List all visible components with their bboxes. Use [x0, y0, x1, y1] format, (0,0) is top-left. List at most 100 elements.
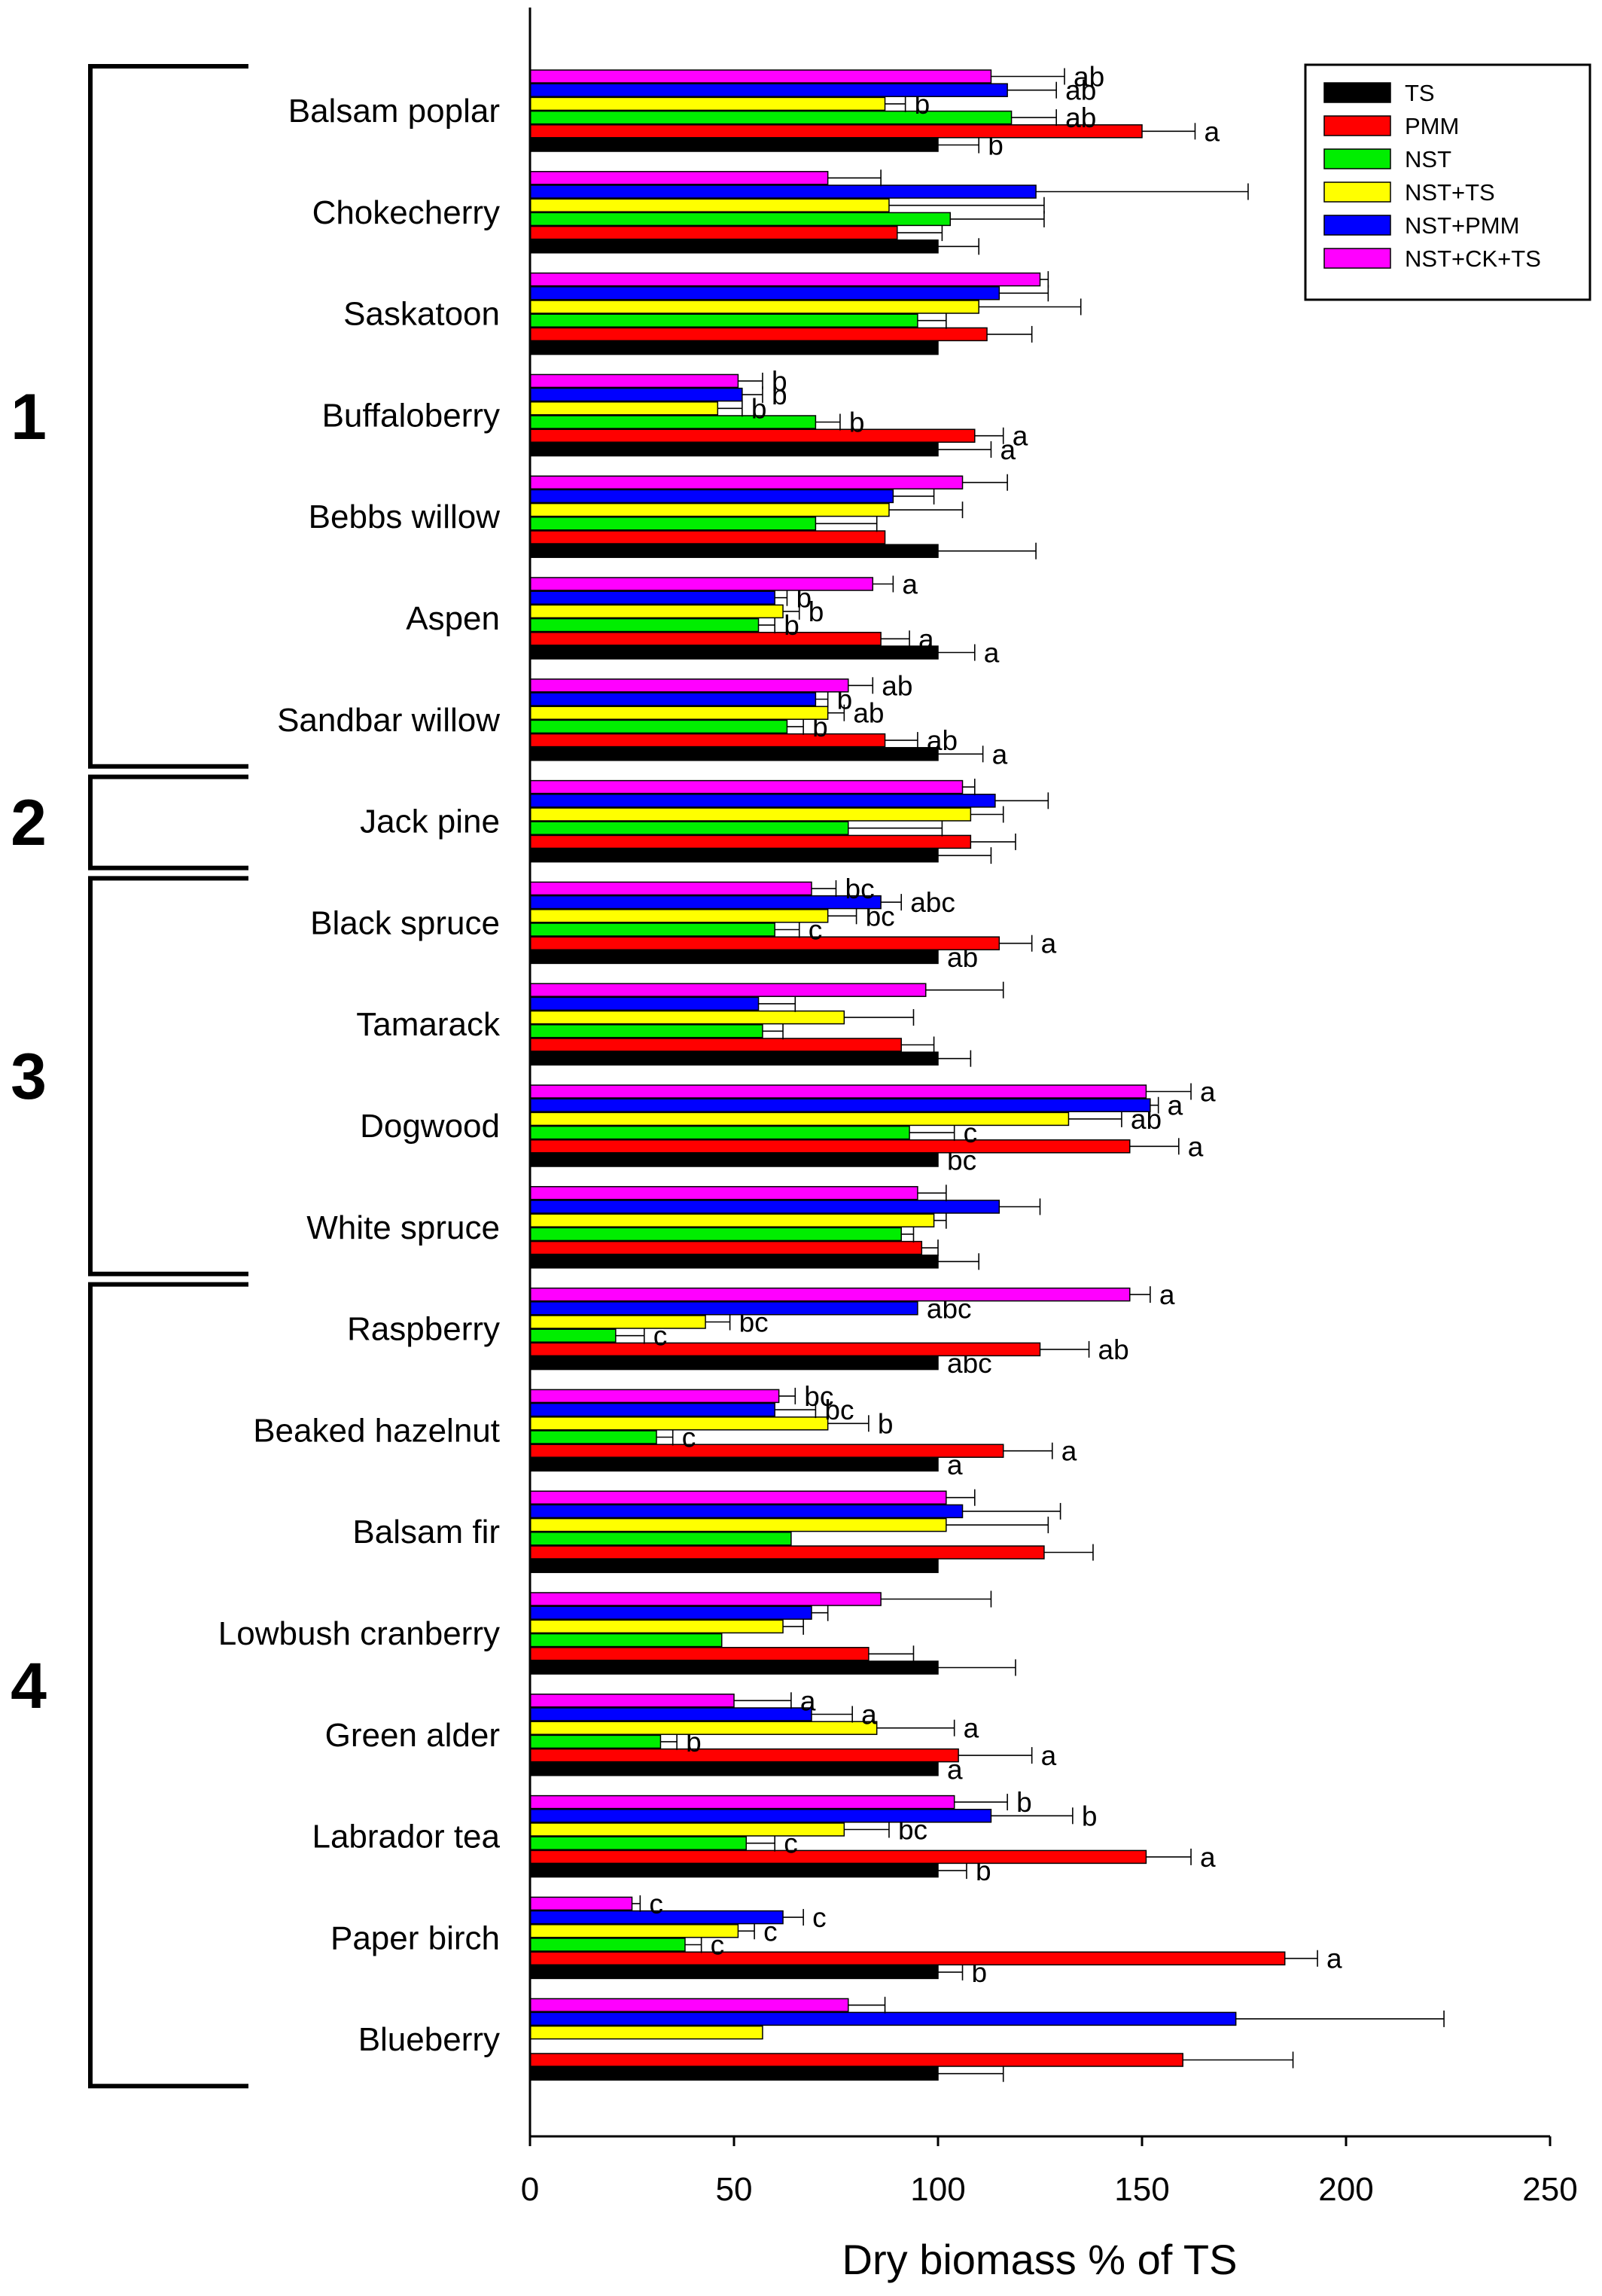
category-label: Sandbar willow — [277, 702, 500, 739]
bar — [529, 719, 788, 734]
bar — [529, 1490, 947, 1505]
bar — [529, 1416, 829, 1431]
x-tick-label: 100 — [910, 2171, 965, 2208]
significance-letter: a — [992, 739, 1008, 770]
bar — [529, 387, 743, 402]
bar — [529, 401, 719, 416]
bar — [529, 124, 1143, 139]
legend-swatch — [1323, 148, 1391, 169]
significance-letter: ab — [1065, 102, 1096, 133]
bar — [529, 1849, 1147, 1865]
bar — [529, 779, 964, 794]
bar — [529, 1633, 723, 1648]
bar — [529, 225, 898, 240]
significance-letter: ab — [1098, 1334, 1129, 1365]
significance-letter: abc — [910, 887, 955, 918]
bar — [529, 184, 1037, 199]
bar — [529, 733, 886, 748]
bar — [529, 415, 817, 429]
bar — [529, 442, 939, 457]
bar — [529, 110, 1013, 125]
x-tick-label: 250 — [1522, 2171, 1577, 2208]
significance-letter: a — [861, 1700, 877, 1730]
bar — [529, 834, 972, 849]
bar — [529, 1809, 992, 1823]
significance-letter: a — [1188, 1131, 1204, 1162]
significance-letter: a — [1200, 1077, 1216, 1108]
x-axis-title: Dry biomass % of TS — [842, 2236, 1238, 2283]
category-label: Jack pine — [360, 803, 500, 840]
bar — [529, 1619, 784, 1634]
significance-letter: a — [800, 1685, 816, 1716]
bar — [529, 1287, 1131, 1302]
group-number: 1 — [11, 381, 47, 453]
bar — [529, 340, 939, 355]
legend-swatch — [1323, 82, 1391, 103]
bar — [529, 1545, 1045, 1560]
bar — [529, 895, 882, 910]
bar — [529, 530, 886, 544]
bar — [529, 604, 784, 619]
category-label: Aspen — [406, 600, 500, 637]
legend-swatch — [1323, 215, 1391, 236]
category-label: Labrador tea — [312, 1819, 500, 1855]
bar — [529, 922, 775, 937]
bar — [529, 2025, 763, 2040]
bar — [529, 502, 890, 517]
significance-letter: a — [1326, 1944, 1342, 1974]
significance-letter: ab — [853, 698, 884, 729]
bar — [529, 1734, 662, 1749]
bar — [529, 272, 1041, 287]
significance-letter: ab — [927, 725, 958, 756]
bar — [529, 239, 939, 254]
bar — [529, 1965, 939, 1980]
category-label: Blueberry — [358, 2021, 500, 2058]
group-bracket — [88, 774, 248, 871]
bar — [529, 1355, 939, 1371]
bar — [529, 1998, 849, 2012]
x-tick-label: 200 — [1318, 2171, 1373, 2208]
bar — [529, 1342, 1041, 1357]
bar — [529, 1024, 763, 1038]
bar — [529, 821, 849, 835]
legend-label: NST+PMM — [1405, 212, 1519, 239]
category-label: Saskatoon — [343, 296, 500, 333]
significance-letter: a — [1000, 435, 1016, 465]
bar — [529, 1517, 947, 1532]
bar — [529, 1328, 617, 1343]
significance-letter: a — [918, 624, 934, 654]
bar — [529, 1444, 1004, 1458]
bar — [529, 1010, 845, 1025]
significance-letter: a — [1204, 116, 1220, 147]
significance-letter: ab — [1065, 75, 1096, 106]
bar — [529, 1213, 935, 1227]
significance-letter: a — [964, 1713, 979, 1744]
group-bracket — [88, 64, 248, 769]
legend-label: TS — [1405, 80, 1435, 106]
group-number: 3 — [11, 1041, 47, 1113]
bar — [529, 1504, 964, 1519]
significance-letter: a — [1041, 1740, 1057, 1771]
significance-letter: a — [984, 638, 1000, 669]
x-tick-label: 150 — [1114, 2171, 1169, 2208]
bar — [529, 1836, 748, 1850]
significance-letter: ab — [1074, 62, 1104, 93]
bar — [529, 1559, 939, 1573]
bar — [529, 1762, 939, 1776]
bar — [529, 286, 1000, 300]
significance-letter: b — [849, 407, 865, 438]
legend-label: NST+CK+TS — [1405, 245, 1541, 272]
x-tick-label: 0 — [521, 2171, 539, 2208]
category-label: Green alder — [325, 1717, 500, 1754]
bar — [529, 327, 988, 342]
group-number: 2 — [11, 787, 47, 859]
bar — [529, 936, 1000, 950]
bar — [529, 881, 812, 896]
legend-label: NST — [1405, 146, 1451, 172]
category-label: Balsam fir — [352, 1514, 500, 1550]
legend-label: PMM — [1405, 113, 1459, 139]
significance-letter: a — [1159, 1279, 1175, 1310]
bar — [529, 794, 996, 808]
group-brackets: 1 2 3 4 — [11, 64, 248, 2089]
